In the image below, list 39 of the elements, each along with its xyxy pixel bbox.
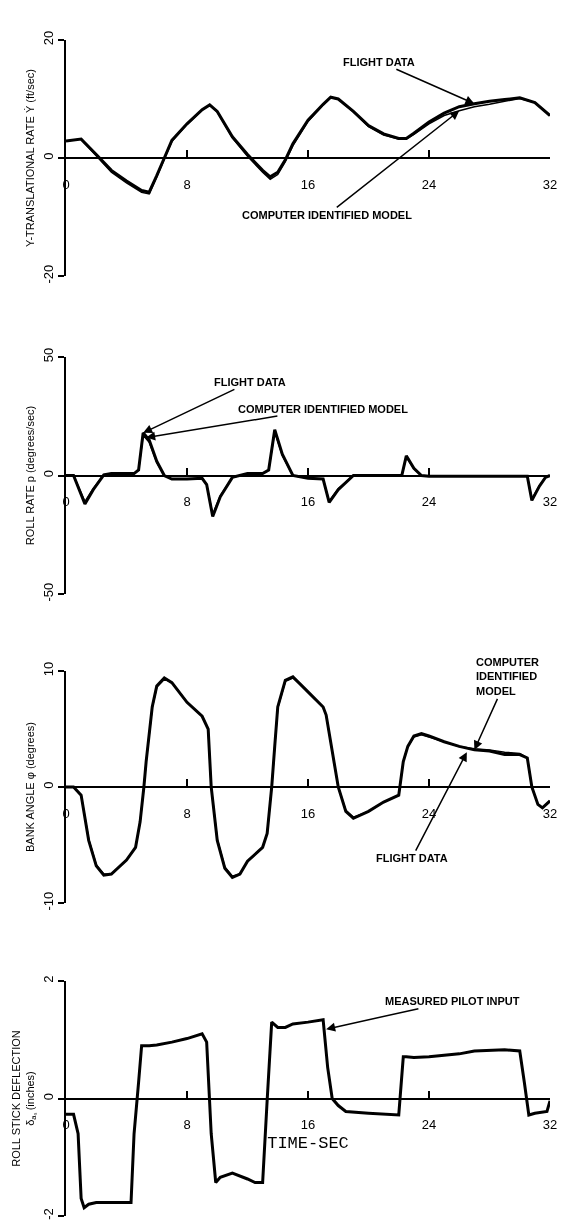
y-tick-label: 10 — [40, 661, 56, 677]
x-tick-label: 16 — [300, 805, 316, 821]
x-tick-label: 8 — [183, 805, 191, 821]
x-tick-label: 8 — [183, 176, 191, 192]
x-tick-label: 32 — [542, 805, 558, 821]
y-tick-label: 0 — [40, 152, 56, 160]
x-tick-label: 16 — [300, 1117, 316, 1133]
y-tick-label: -2 — [40, 1208, 56, 1220]
y-tick-label: -20 — [40, 264, 56, 284]
annotation: COMPUTER IDENTIFIED MODEL — [242, 209, 413, 221]
x-tick-label: 16 — [300, 176, 316, 192]
x-tick-label: 24 — [421, 805, 437, 821]
y-axis-title: BANK ANGLE φ (degrees) — [23, 721, 36, 853]
annotation: FLIGHT DATA — [214, 376, 286, 388]
annotation: COMPUTER IDENTIFIED MODEL — [238, 403, 409, 415]
x-tick-label: 24 — [421, 1117, 437, 1133]
y-axis-title: Y-TRANSLATIONAL RATE Ẏ (ft/sec) — [23, 69, 36, 247]
x-tick-label: 8 — [183, 1117, 191, 1133]
y-tick-label: 0 — [40, 1092, 56, 1101]
x-tick-label: 32 — [542, 176, 558, 192]
annotation: MEASURED PILOT INPUT — [385, 995, 520, 1007]
x-axis-title: TIME-SEC — [267, 1134, 349, 1153]
y-tick-label: -10 — [40, 891, 56, 911]
x-tick-label: 24 — [421, 176, 437, 192]
x-tick-label: 32 — [542, 1117, 558, 1133]
annotation: COMPUTER IDENTIFIED MODEL — [476, 656, 539, 697]
y-tick-label: 0 — [40, 781, 56, 789]
x-tick-label: 24 — [421, 494, 437, 510]
y-tick-label: 0 — [40, 469, 56, 478]
y-axis-title: ROLL RATE p (degrees/sec) — [23, 405, 36, 546]
x-tick-label: 8 — [183, 494, 191, 510]
y-tick-label: 20 — [40, 30, 56, 46]
x-tick-label: 16 — [300, 494, 316, 510]
annotation: FLIGHT DATA — [376, 852, 448, 864]
y-tick-label: 50 — [40, 347, 56, 363]
x-tick-label: 32 — [542, 494, 558, 510]
annotation: FLIGHT DATA — [343, 56, 415, 68]
y-tick-label: 2 — [40, 975, 56, 983]
y-tick-label: -50 — [40, 582, 56, 602]
